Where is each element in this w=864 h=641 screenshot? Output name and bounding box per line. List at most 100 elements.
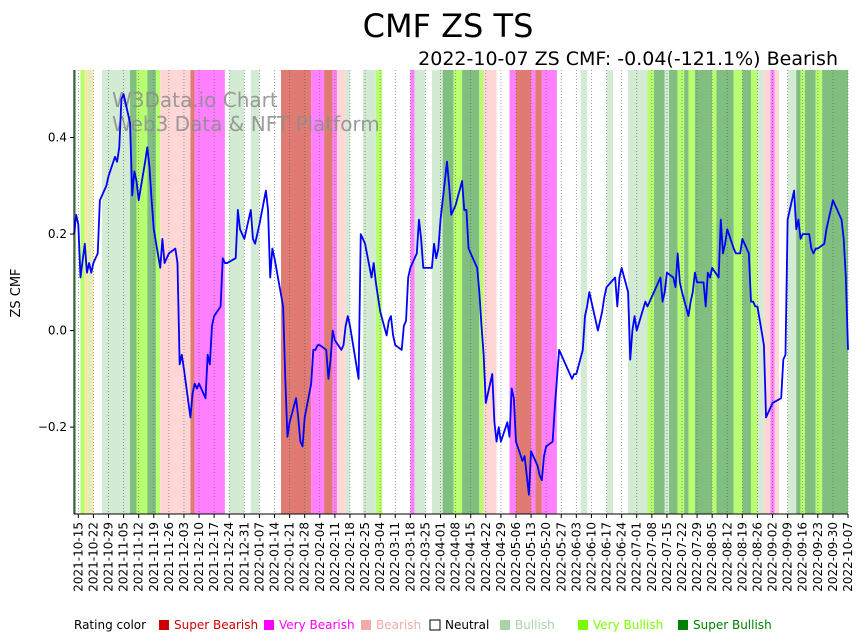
band-pale_yellow	[84, 70, 90, 514]
band-super_bullish	[742, 70, 751, 514]
band-bullish	[362, 70, 376, 514]
band-super_bearish	[535, 70, 542, 514]
band-super_bullish	[130, 70, 137, 514]
band-neutral	[556, 70, 581, 514]
band-very_bearish	[194, 70, 225, 514]
band-super_bullish	[822, 70, 848, 514]
x-tick-label: 2021-10-29	[101, 522, 115, 592]
band-neutral	[349, 70, 363, 514]
x-tick-label: 2022-01-21	[283, 522, 297, 592]
band-very_bullish	[733, 70, 743, 514]
band-very_bullish	[677, 70, 685, 514]
band-super_bullish	[74, 70, 77, 514]
y-tick-label: 0.0	[48, 324, 67, 338]
x-tick-label: 2022-01-28	[298, 522, 312, 592]
y-axis-label: ZS CMF	[9, 268, 24, 317]
band-super_bullish	[669, 70, 678, 514]
band-super_bullish	[684, 70, 689, 514]
legend-swatch	[578, 620, 588, 630]
legend-swatch	[500, 620, 510, 630]
band-bullish	[414, 70, 426, 514]
legend-title: Rating color	[74, 618, 146, 632]
y-tick-label: −0.2	[38, 420, 67, 434]
band-super_bearish	[280, 70, 312, 514]
band-super_bullish	[796, 70, 801, 514]
x-tick-label: 2022-08-12	[720, 522, 734, 592]
y-tick-label: 0.4	[48, 131, 67, 145]
band-neutral	[612, 70, 629, 514]
watermark-line-1: W3Data.io Chart	[112, 88, 278, 112]
legend-label: Super Bearish	[174, 618, 258, 632]
cmf-line	[73, 93, 849, 496]
legend-label: Bullish	[515, 618, 555, 632]
x-tick-label: 2021-12-17	[207, 522, 221, 592]
band-very_bullish	[136, 70, 148, 514]
x-tick-label: 2022-05-13	[524, 522, 538, 592]
x-tick-label: 2022-08-05	[705, 522, 719, 592]
legend: Rating color Super Bearish Very Bearish Bea…	[74, 618, 772, 632]
x-tick-label: 2021-11-26	[162, 522, 176, 592]
x-tick-label: 2021-12-31	[237, 522, 251, 592]
band-very_bullish	[453, 70, 463, 514]
band-very_bullish	[479, 70, 484, 514]
x-tick-label: 2022-06-03	[569, 522, 583, 592]
band-bullish	[606, 70, 613, 514]
x-tick-label: 2022-08-26	[750, 522, 764, 592]
legend-label: Very Bullish	[593, 618, 663, 632]
x-tick-label: 2022-01-07	[252, 522, 266, 592]
band-very_bearish	[541, 70, 557, 514]
band-bearish	[774, 70, 780, 514]
x-tick-label: 2022-02-11	[328, 522, 342, 592]
band-very_bearish	[509, 70, 516, 514]
x-tick-label: 2022-06-17	[600, 522, 614, 592]
cmf-series	[73, 93, 849, 496]
x-tick-label: 2021-10-15	[71, 522, 85, 592]
band-neutral	[496, 70, 510, 514]
band-super_bearish	[515, 70, 532, 514]
x-tick-label: 2022-09-23	[811, 522, 825, 592]
band-super_bullish	[442, 70, 454, 514]
band-very_bullish	[155, 70, 161, 514]
band-bearish	[763, 70, 771, 514]
x-tick-label: 2021-11-12	[132, 522, 146, 592]
x-tick-label: 2022-04-22	[479, 522, 493, 592]
x-tick-label: 2021-12-24	[222, 522, 236, 592]
band-neutral	[244, 70, 251, 514]
x-tick-label: 2022-07-22	[675, 522, 689, 592]
chart-title: CMF ZS TS	[363, 7, 534, 45]
x-tick-label: 2022-06-24	[615, 522, 629, 592]
x-tick-label: 2022-04-15	[464, 522, 478, 592]
x-tick-label: 2022-09-30	[826, 522, 840, 592]
watermark-line-2: Web3 Data & NFT Platform	[112, 112, 380, 136]
band-very_bullish	[647, 70, 654, 514]
x-tick-label: 2022-02-18	[343, 522, 357, 592]
band-very_bullish	[712, 70, 717, 514]
band-bullish	[89, 70, 92, 514]
x-tick-label: 2022-09-02	[766, 522, 780, 592]
legend-label: Super Bullish	[693, 618, 772, 632]
x-tick-label: 2022-07-29	[690, 522, 704, 592]
band-neutral	[93, 70, 103, 514]
band-very_bullish	[750, 70, 758, 514]
x-tick-label: 2022-10-07	[841, 522, 855, 592]
x-tick-label: 2022-02-04	[313, 522, 327, 592]
x-tick-label: 2022-07-15	[660, 522, 674, 592]
band-very_bullish	[80, 70, 85, 514]
band-very_bearish	[311, 70, 325, 514]
x-tick-label: 2022-06-10	[584, 522, 598, 592]
band-bullish	[757, 70, 764, 514]
x-tick-label: 2022-03-04	[373, 522, 387, 592]
band-very_bullish	[375, 70, 383, 514]
legend-label: Very Bearish	[279, 618, 355, 632]
band-bearish	[337, 70, 346, 514]
chart-subtitle: 2022-10-07 ZS CMF: -0.04(-121.1%) Bearis…	[418, 48, 838, 70]
band-neutral	[382, 70, 411, 514]
legend-swatch	[361, 620, 371, 630]
band-super_bearish	[324, 70, 333, 514]
band-bullish	[345, 70, 350, 514]
band-bullish	[102, 70, 131, 514]
band-bullish	[580, 70, 588, 514]
x-tick-label: 2021-11-19	[147, 522, 161, 592]
x-tick-label: 2021-10-22	[86, 522, 100, 592]
